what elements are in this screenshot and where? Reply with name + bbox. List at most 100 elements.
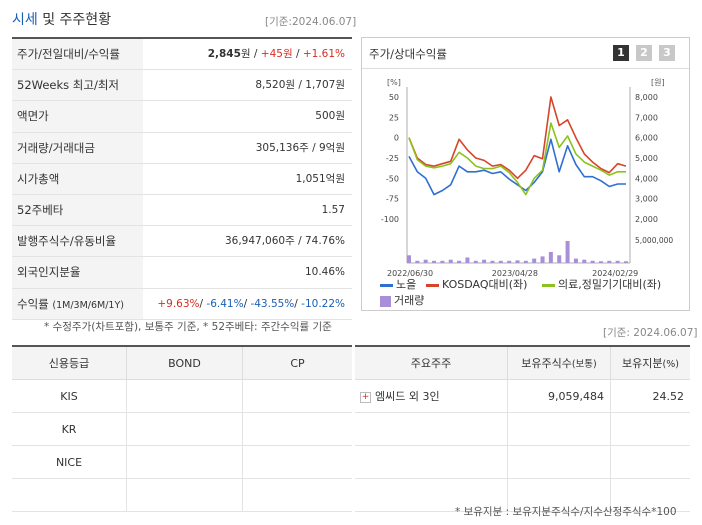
right-tick-label: 4,000 bbox=[635, 174, 658, 183]
left-tick-label: -100 bbox=[381, 215, 399, 224]
volume-bar bbox=[440, 260, 445, 263]
cell bbox=[126, 379, 243, 413]
expand-plus-icon[interactable]: + bbox=[360, 391, 371, 403]
col-header-unit: (%) bbox=[662, 359, 679, 370]
legend-item-kosdaq[interactable]: KOSDAQ대비(좌) bbox=[426, 276, 527, 292]
summary-value-part: / bbox=[294, 297, 302, 310]
series-line-2 bbox=[408, 96, 627, 180]
chart-tab-3[interactable]: 3 bbox=[659, 45, 675, 61]
summary-row: 거래량/거래대금 305,136주 / 9억원 bbox=[12, 132, 352, 164]
price-chart: [%] [원] 50 25 0 -25 -50 -75 -100 8,000 7,000 6,000 5… bbox=[381, 78, 674, 278]
table-row bbox=[355, 445, 690, 479]
summary-row: 주가/전일대비/수익률 2,845원 / +45원 / +1.61% bbox=[12, 39, 352, 71]
holder-name-cell[interactable]: + 엠씨드 외 3인 bbox=[355, 379, 508, 413]
volume-bar bbox=[507, 260, 512, 263]
legend-item-noul[interactable]: 노을 bbox=[380, 276, 416, 292]
legend-swatch bbox=[542, 283, 555, 287]
credit-rating-table: 신용등급 BOND CP KIS KR NICE bbox=[12, 345, 352, 512]
volume-bar bbox=[448, 259, 453, 263]
chart-title: 주가/상대수익률 bbox=[369, 47, 447, 61]
right-axis-unit: [원] bbox=[651, 78, 665, 87]
holder-percent: 24.52 bbox=[610, 379, 690, 413]
col-header: 신용등급 bbox=[12, 345, 127, 380]
summary-value: 305,136주 / 9억원 bbox=[143, 133, 352, 163]
summary-label: 52주베타 bbox=[12, 194, 143, 226]
summary-label: 시가총액 bbox=[12, 163, 143, 194]
summary-label-text: 주가/전일대비/수익률 bbox=[17, 47, 120, 61]
col-header: CP bbox=[242, 345, 352, 380]
summary-value-part: 1,051억원 bbox=[295, 172, 345, 185]
legend-item-volume[interactable]: 거래량 bbox=[380, 292, 424, 308]
volume-bar bbox=[465, 257, 470, 263]
cell bbox=[242, 478, 352, 512]
summary-value: +9.63%/ -6.41%/ -43.55%/ -10.22% bbox=[143, 289, 352, 319]
summary-label-text: 수익률 bbox=[17, 296, 49, 311]
summary-row: 액면가 500원 bbox=[12, 101, 352, 133]
summary-label: 수익률 (1M/3M/6M/1Y) bbox=[12, 288, 143, 319]
cell bbox=[126, 478, 243, 512]
volume-bar bbox=[540, 256, 545, 263]
summary-row: 수익률 (1M/3M/6M/1Y) +9.63%/ -6.41%/ -43.55%… bbox=[12, 288, 352, 320]
page-title: 시세 및 주주현황 bbox=[12, 9, 111, 29]
summary-value-part: 8,520원 / 1,707원 bbox=[255, 79, 345, 92]
volume-bar bbox=[457, 260, 462, 263]
summary-value: 500원 bbox=[143, 101, 352, 131]
summary-value-part: -6.41% bbox=[206, 297, 244, 310]
chart-tab-2[interactable]: 2 bbox=[636, 45, 652, 61]
summary-label-text: 52주베타 bbox=[17, 202, 64, 217]
cell: NICE bbox=[12, 445, 127, 479]
summary-value-part: +45원 bbox=[260, 48, 293, 60]
legend-swatch bbox=[380, 295, 391, 307]
volume-bar bbox=[498, 260, 503, 263]
table-row: + 엠씨드 외 3인 9,059,484 24.52 bbox=[355, 379, 690, 413]
summary-row: 발행주식수/유동비율 36,947,060주 / 74.76% bbox=[12, 226, 352, 258]
summary-value-part: / bbox=[199, 297, 207, 310]
chart-header: 주가/상대수익률 1 2 3 bbox=[362, 38, 689, 69]
left-axis-unit: [%] bbox=[387, 78, 401, 87]
legend-swatch bbox=[380, 283, 393, 287]
x-tick-label: 2022/06/30 bbox=[387, 269, 433, 278]
price-summary-table: 주가/전일대비/수익률 2,845원 / +45원 / +1.61% 52Weeks… bbox=[12, 37, 352, 320]
volume-bar bbox=[548, 252, 553, 263]
volume-tick-label: 5,000,000 bbox=[635, 236, 673, 245]
summary-label: 주가/전일대비/수익률 bbox=[12, 39, 143, 70]
volume-bar bbox=[598, 261, 603, 263]
summary-row: 시가총액 1,051억원 bbox=[12, 163, 352, 195]
left-tick-label: -50 bbox=[386, 174, 399, 183]
volume-bar bbox=[423, 259, 428, 263]
col-header-text: 보유주식수 bbox=[521, 357, 572, 370]
summary-value-part: 원 / bbox=[240, 48, 261, 60]
legend-item-medical[interactable]: 의료,정밀기기대비(좌) bbox=[542, 276, 661, 292]
legend-label: 의료,정밀기기대비(좌) bbox=[558, 278, 662, 291]
series-line-3 bbox=[408, 122, 626, 196]
chart-base-date: [기준: 2024.06.07] bbox=[603, 327, 698, 339]
summary-value-part: 1.57 bbox=[321, 203, 345, 216]
legend-label: 노을 bbox=[396, 278, 417, 291]
volume-bar bbox=[515, 260, 520, 263]
right-tick-label: 6,000 bbox=[635, 134, 658, 143]
summary-value-part: 500원 bbox=[315, 110, 345, 123]
summary-value-part: 2,845 bbox=[207, 48, 241, 60]
summary-value-part: -10.22% bbox=[301, 297, 345, 310]
summary-note: * 수정주가(차트포함), 보통주 기준, * 52주베타: 주간수익률 기준 bbox=[44, 321, 332, 333]
series-line-1 bbox=[408, 138, 626, 196]
chart-tab-1[interactable]: 1 bbox=[613, 45, 629, 61]
volume-bar bbox=[415, 260, 420, 263]
summary-label-text: 외국인지분율 bbox=[17, 265, 81, 280]
cell bbox=[126, 412, 243, 446]
col-header-unit: (보통) bbox=[571, 359, 597, 370]
summary-value-part: -43.55% bbox=[250, 297, 295, 310]
cell bbox=[126, 445, 243, 479]
summary-value: 2,845원 / +45원 / +1.61% bbox=[143, 39, 352, 69]
volume-bar bbox=[473, 260, 478, 263]
right-tick-label: 2,000 bbox=[635, 215, 658, 224]
volume-bar bbox=[557, 255, 562, 263]
volume-bar bbox=[590, 260, 595, 263]
summary-label: 52Weeks 최고/최저 bbox=[12, 70, 143, 101]
holder-shares: 9,059,484 bbox=[507, 379, 611, 413]
summary-value: 10.46% bbox=[143, 257, 352, 287]
summary-label: 액면가 bbox=[12, 101, 143, 132]
summary-label-text: 발행주식수/유동비율 bbox=[17, 234, 117, 249]
volume-bar bbox=[624, 261, 628, 263]
summary-value-part: +9.63% bbox=[157, 297, 200, 310]
